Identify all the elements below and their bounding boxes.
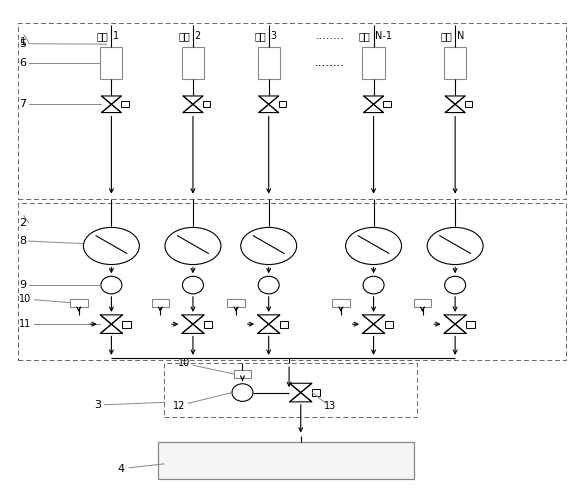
Bar [204,320,213,328]
Bar [280,320,288,328]
Polygon shape [182,324,204,333]
Polygon shape [290,392,312,402]
Polygon shape [100,315,123,324]
Text: 8: 8 [19,236,26,246]
Bar [258,47,280,79]
Text: 11: 11 [19,319,32,329]
Ellipse shape [165,227,221,265]
Text: 7: 7 [19,99,26,109]
Text: 2: 2 [194,31,201,41]
Polygon shape [258,324,280,333]
Text: ........: ........ [315,56,345,69]
Text: 1: 1 [19,37,26,47]
Bar [444,47,466,79]
Text: 10: 10 [19,294,32,304]
Bar [414,299,431,307]
Polygon shape [290,383,312,392]
Bar [158,442,415,479]
Text: 测点: 测点 [178,31,190,41]
Text: 测点: 测点 [254,31,266,41]
Text: 测点: 测点 [97,31,109,41]
Text: 10: 10 [178,358,190,368]
Text: 13: 13 [324,401,336,411]
Text: 9: 9 [19,280,26,290]
Text: 6: 6 [19,58,26,68]
Polygon shape [183,96,203,104]
Bar [363,47,385,79]
Text: ........: ........ [315,31,345,41]
Polygon shape [445,96,465,104]
Polygon shape [102,104,121,113]
Bar [465,101,472,107]
Text: 测点: 测点 [440,31,452,41]
Circle shape [363,276,384,294]
Polygon shape [363,315,385,324]
Polygon shape [363,324,385,333]
Bar [203,101,210,107]
Bar [384,101,391,107]
Text: 1: 1 [113,31,119,41]
Polygon shape [258,315,280,324]
Text: 12: 12 [172,401,185,411]
Ellipse shape [241,227,297,265]
Polygon shape [259,104,279,113]
Polygon shape [364,96,384,104]
Text: N-1: N-1 [376,31,392,41]
Polygon shape [182,315,204,324]
Bar [123,320,131,328]
Bar [332,299,350,307]
Bar [121,101,128,107]
Polygon shape [444,324,466,333]
Text: 3: 3 [270,31,277,41]
Polygon shape [102,96,121,104]
Bar [279,101,286,107]
Polygon shape [444,315,466,324]
Ellipse shape [84,227,140,265]
Circle shape [101,276,122,294]
Circle shape [444,276,465,294]
Circle shape [232,384,253,401]
Text: 5: 5 [19,39,26,49]
Bar [227,299,245,307]
Bar [182,47,204,79]
Bar [234,370,251,378]
Circle shape [258,276,279,294]
Text: 2: 2 [19,218,26,228]
Polygon shape [100,324,123,333]
Circle shape [182,276,203,294]
Text: 4: 4 [117,464,124,474]
Text: N: N [457,31,464,41]
Polygon shape [364,104,384,113]
Ellipse shape [346,227,402,265]
Polygon shape [183,104,203,113]
Bar [466,320,475,328]
Polygon shape [445,104,465,113]
Bar [152,299,169,307]
Bar [100,47,123,79]
Bar [385,320,393,328]
Text: 3: 3 [94,400,101,410]
Polygon shape [259,96,279,104]
Text: 测点: 测点 [359,31,371,41]
Bar [312,389,320,396]
Bar [70,299,88,307]
Ellipse shape [427,227,483,265]
